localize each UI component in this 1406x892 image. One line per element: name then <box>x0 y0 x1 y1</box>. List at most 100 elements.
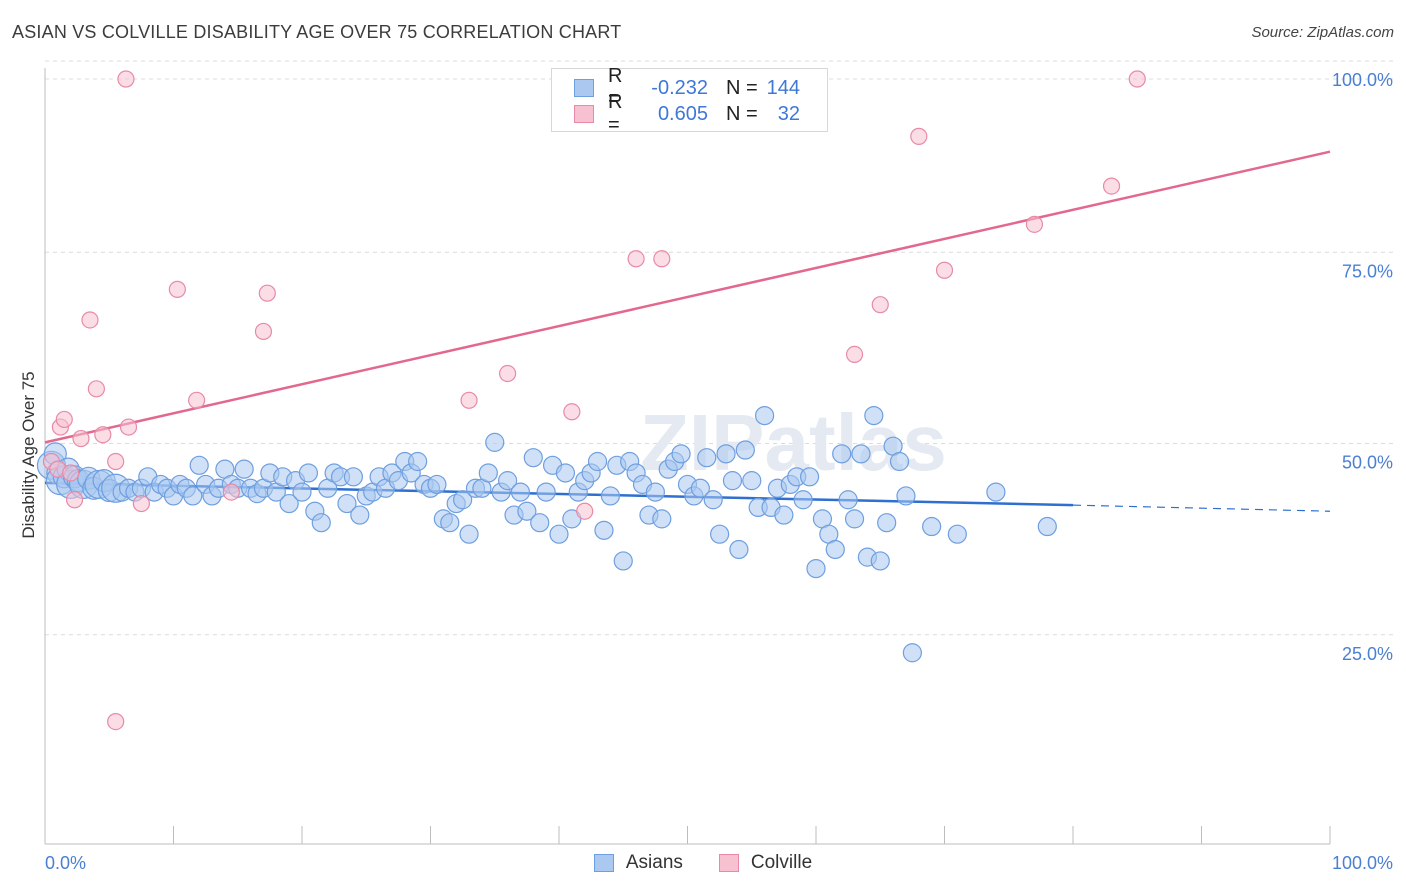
data-points <box>36 70 1146 731</box>
colville-point <box>55 410 73 429</box>
colville-point <box>1102 177 1121 195</box>
colville-point <box>627 250 645 268</box>
chart-title: ASIAN VS COLVILLE DISABILITY AGE OVER 75… <box>12 22 622 42</box>
asians-point <box>600 486 621 506</box>
legend-r-label: R = <box>608 65 623 110</box>
asians-point <box>498 471 518 491</box>
colville-point <box>222 483 240 501</box>
asians-point <box>645 482 665 502</box>
asians-point <box>530 513 550 533</box>
asians-point <box>690 478 710 498</box>
asians-point <box>652 509 672 529</box>
colville-point <box>254 322 273 341</box>
colville-point <box>871 296 889 314</box>
asians-point <box>337 493 357 514</box>
legend-row-colville: R = 0.605 N = 32 <box>574 91 800 136</box>
asians-point <box>485 432 505 452</box>
legend-n-value: 144 <box>766 76 800 99</box>
tick-labels: 25.0% 50.0% 75.0% 100.0% 0.0% 100.0% <box>45 70 1393 873</box>
asians-point <box>408 451 428 472</box>
legend-item-asians: Asians <box>593 852 683 874</box>
asians-point <box>189 455 209 475</box>
asians-point <box>555 463 576 483</box>
series-legend: Asians Colville <box>0 852 1406 874</box>
asians-point <box>922 516 942 537</box>
colville-point <box>845 345 864 363</box>
grid-lines <box>45 60 1395 636</box>
legend-swatch-asians <box>574 79 594 97</box>
asians-point <box>844 509 865 529</box>
legend-n-value: 32 <box>777 102 800 125</box>
legend-r-label: R = <box>608 91 623 136</box>
y-tick-label: 100.0% <box>1332 70 1393 90</box>
asians-point <box>793 490 813 510</box>
y-tick-label: 50.0% <box>1342 453 1393 473</box>
colville-point <box>107 452 125 471</box>
asians-point <box>729 539 749 560</box>
source-credit: Source: ZipAtlas.com <box>1251 24 1394 41</box>
asians-point <box>671 444 691 464</box>
colville-point <box>460 391 478 409</box>
asians-point <box>722 471 743 491</box>
asians-point <box>440 513 460 533</box>
asians-point <box>1037 516 1057 537</box>
asians-point <box>754 406 775 426</box>
colville-trend-line <box>44 150 1331 444</box>
colville-point <box>132 494 150 513</box>
asians-trend-extension <box>1072 504 1331 512</box>
colville-point <box>119 418 138 436</box>
colville-point <box>87 380 106 398</box>
correlation-legend: R = -0.232 N = 144 R = 0.605 N = 32 <box>551 65 828 136</box>
colville-point <box>258 284 276 302</box>
asians-point <box>774 505 794 525</box>
asians-point <box>343 467 363 487</box>
colville-point <box>910 127 928 145</box>
colville-point <box>935 261 954 279</box>
asians-point <box>517 501 537 521</box>
asians-point <box>523 448 543 468</box>
y-tick-label: 25.0% <box>1342 644 1393 664</box>
asians-point <box>870 551 890 571</box>
asians-point <box>478 463 498 483</box>
legend-swatch-asians <box>593 854 614 872</box>
colville-point <box>65 491 84 509</box>
asians-point <box>986 482 1006 502</box>
colville-point <box>653 250 671 268</box>
asians-point <box>549 524 569 544</box>
asians-point <box>716 444 736 464</box>
colville-point <box>62 464 80 482</box>
y-axis-label: Disability Age Over 75 <box>19 371 38 538</box>
asians-point <box>947 524 967 544</box>
legend-swatch-colville <box>718 854 739 872</box>
legend-item-colville: Colville <box>718 852 813 874</box>
asians-point <box>183 486 203 506</box>
asians-point <box>234 459 254 479</box>
asians-point <box>427 474 447 495</box>
asians-point <box>799 467 820 487</box>
asians-point <box>703 490 723 510</box>
asians-point <box>896 486 916 506</box>
asians-point <box>298 463 319 483</box>
legend-label-asians: Asians <box>625 852 683 873</box>
y-tick-label: 75.0% <box>1342 261 1393 281</box>
colville-point <box>94 426 112 444</box>
asians-point <box>311 513 331 533</box>
asians-point <box>832 444 852 464</box>
asians-point <box>902 643 922 663</box>
asians-point <box>453 490 473 510</box>
colville-point <box>1128 70 1146 88</box>
asians-point <box>587 451 608 472</box>
legend-label-colville: Colville <box>750 852 813 873</box>
legend-r-value: -0.232 <box>651 76 708 99</box>
asians-point <box>735 440 755 460</box>
asians-point <box>292 482 312 502</box>
asians-point <box>710 524 730 544</box>
x-tick-label: 100.0% <box>1332 853 1393 873</box>
legend-swatch-colville <box>574 105 594 123</box>
asians-point <box>838 490 858 510</box>
asians-point <box>279 493 299 514</box>
asians-point <box>806 558 826 579</box>
asians-point <box>613 551 633 571</box>
asians-point <box>742 471 762 491</box>
